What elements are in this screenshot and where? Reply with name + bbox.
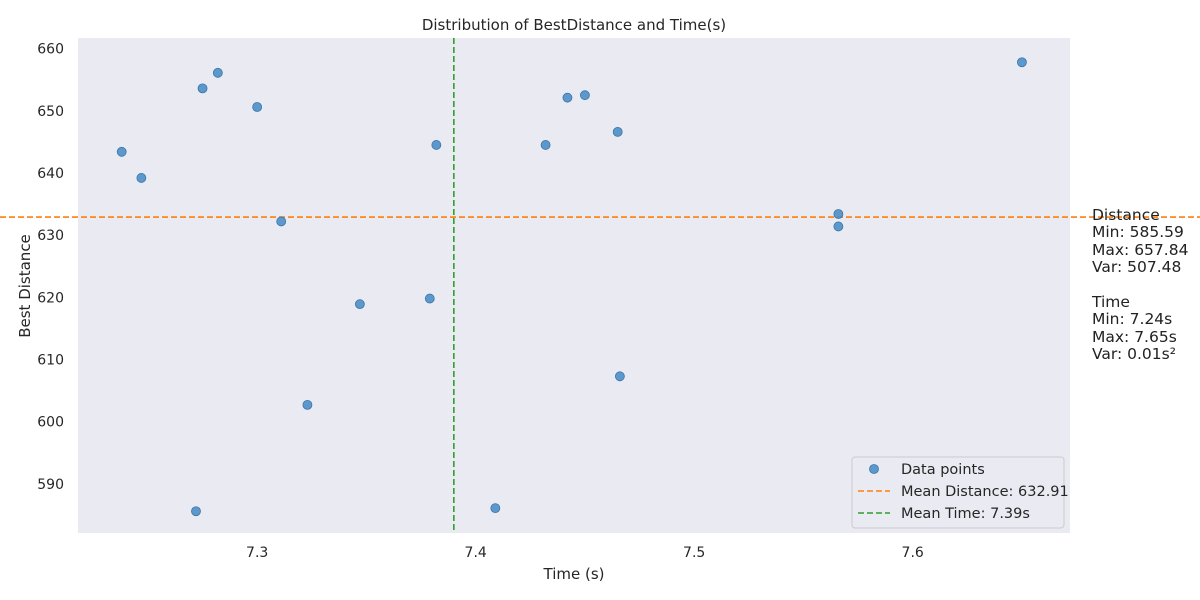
stats-spacer bbox=[1092, 277, 1188, 294]
data-point bbox=[580, 90, 590, 101]
y-tick-label: 610 bbox=[37, 353, 64, 369]
data-point bbox=[431, 140, 442, 150]
x-tick-label: 7.5 bbox=[683, 545, 705, 561]
y-tick-label: 650 bbox=[37, 104, 64, 120]
data-point bbox=[197, 83, 208, 94]
legend-label-mean-distance: Mean Distance: 632.91 bbox=[901, 484, 1069, 500]
y-tick-label: 660 bbox=[37, 42, 64, 58]
stats-distance-min: Min: 585.59 bbox=[1092, 223, 1184, 242]
data-point bbox=[424, 293, 435, 304]
plot-area bbox=[78, 38, 1070, 533]
stats-distance-var: Var: 507.48 bbox=[1092, 258, 1182, 277]
y-tick-label: 590 bbox=[37, 477, 64, 493]
x-tick-label: 7.6 bbox=[902, 545, 924, 561]
legend-label-data-points: Data points bbox=[901, 462, 985, 478]
stats-time-max: Max: 7.65s bbox=[1092, 327, 1177, 346]
data-point bbox=[302, 399, 313, 410]
data-point bbox=[833, 221, 844, 232]
x-tick-label: 7.3 bbox=[246, 545, 268, 561]
stats-distance-max: Max: 657.84 bbox=[1092, 240, 1189, 259]
data-point bbox=[540, 140, 551, 150]
data-point bbox=[833, 209, 844, 219]
data-point bbox=[116, 146, 127, 157]
data-point bbox=[562, 92, 573, 103]
legend-marker-data-points bbox=[869, 464, 879, 474]
data-point bbox=[252, 102, 263, 112]
stats-annotation: Distance Min: 585.59 Max: 657.84 Var: 50… bbox=[1092, 206, 1189, 364]
chart-title: Distribution of BestDistance and Time(s) bbox=[422, 16, 726, 34]
stats-distance-heading: Distance bbox=[1092, 206, 1160, 224]
data-point bbox=[614, 371, 625, 382]
legend: Data points Mean Distance: 632.91 Mean T… bbox=[851, 456, 1069, 529]
data-point bbox=[354, 299, 365, 310]
data-point bbox=[1017, 57, 1027, 68]
data-point bbox=[191, 506, 201, 517]
y-tick-label: 620 bbox=[37, 290, 64, 306]
y-tick-label: 600 bbox=[37, 415, 64, 431]
x-axis-label: Time (s) bbox=[543, 565, 605, 583]
y-axis-label: Best Distance bbox=[16, 234, 34, 338]
stats-time-var: Var: 0.01s² bbox=[1092, 345, 1176, 364]
data-point bbox=[212, 67, 223, 78]
data-point bbox=[612, 127, 623, 137]
data-point bbox=[276, 216, 287, 227]
y-tick-label: 640 bbox=[37, 166, 64, 182]
data-point bbox=[136, 173, 147, 183]
legend-label-mean-time: Mean Time: 7.39s bbox=[901, 506, 1030, 522]
y-tick-label: 630 bbox=[37, 228, 64, 244]
x-tick-label: 7.4 bbox=[465, 545, 487, 561]
stats-time-min: Min: 7.24s bbox=[1092, 310, 1173, 329]
data-point bbox=[490, 503, 501, 514]
stats-time-heading: Time bbox=[1092, 293, 1130, 312]
legend-box bbox=[851, 456, 1065, 529]
